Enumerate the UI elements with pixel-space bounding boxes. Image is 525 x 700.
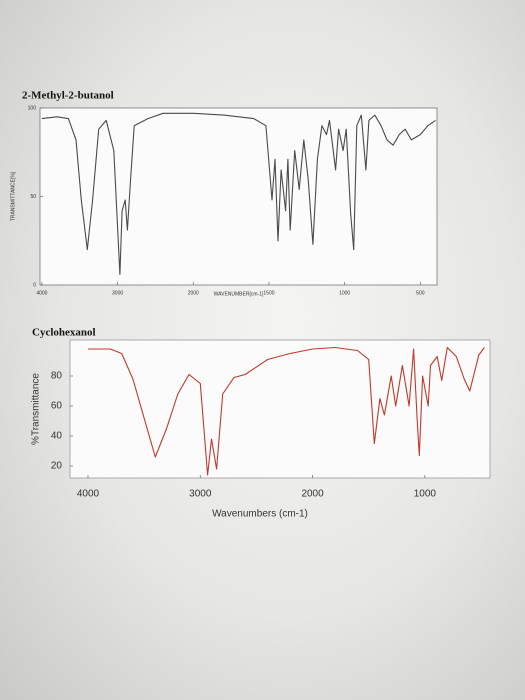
x-tick-label: 3000 xyxy=(112,290,123,296)
x-tick-label: 1000 xyxy=(414,489,437,500)
y-tick-label: 50 xyxy=(30,194,36,200)
chart-title: 2-Methyl-2-butanol xyxy=(22,90,114,102)
plot-frame xyxy=(39,107,438,286)
y-tick-label: 80 xyxy=(51,371,63,382)
y-axis-label: %Transmittance xyxy=(31,373,42,445)
y-tick-label: 20 xyxy=(51,461,63,472)
y-tick-label: 0 xyxy=(33,282,36,288)
y-tick-label: 100 xyxy=(28,105,37,111)
x-tick-label: 4000 xyxy=(77,489,100,500)
spectrum-line xyxy=(41,112,436,275)
plot-frame xyxy=(69,339,491,479)
y-tick-label: 60 xyxy=(51,401,63,412)
chart-title: Cyclohexanol xyxy=(32,327,96,339)
x-axis-label: Wavenumbers (cm-1) xyxy=(212,509,308,520)
chart: 4000 3000 2000 1000 20 40 60 80 Wavenumbers (cm-… xyxy=(31,339,491,520)
x-tick-label: 4000 xyxy=(36,290,47,296)
x-tick-label: 500 xyxy=(416,290,425,296)
y-tick-label: 40 xyxy=(51,431,63,442)
x-tick-label: 1000 xyxy=(339,290,350,296)
x-tick-label: 2000 xyxy=(188,290,199,296)
x-tick-label: 1500 xyxy=(263,290,274,296)
chart: 4000 3000 2000 1500 1000 500 0 50 100 WAVENUMBER[… xyxy=(10,105,438,297)
spectrum-line xyxy=(88,346,485,476)
x-tick-label: 3000 xyxy=(189,489,212,500)
x-tick-label: 2000 xyxy=(301,489,324,500)
y-axis-label: TRANSMITTANCE[%] xyxy=(10,171,16,221)
x-axis-label: WAVENUMBER[cm-1] xyxy=(214,291,264,297)
